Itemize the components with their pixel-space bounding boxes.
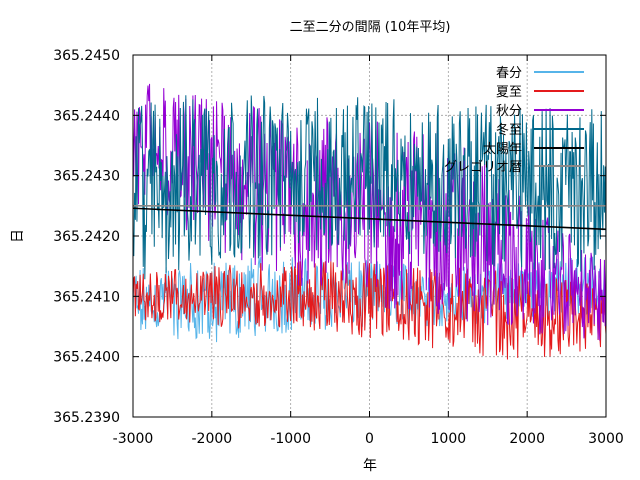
y-tick-label: 365.2390 [53,410,120,426]
series-line-1 [132,260,607,360]
y-tick-labels: 365.2390 365.2400 365.2410 365.2420 365.2430… [53,48,120,426]
y-tick-label: 365.2400 [53,350,120,366]
x-axis-label: 年 [363,458,377,474]
x-tick-labels: -3000 -2000 -1000 0 1000 2000 3000 [113,431,624,447]
y-tick-label: 365.2430 [53,169,120,185]
series-lines [132,205,607,231]
x-tick-label: -2000 [191,431,232,447]
legend-label: 太陽年 [483,142,522,157]
series-line-4 [132,207,607,231]
chart-title: 二至二分の間隔 (10年平均) [290,20,451,35]
legend-label: 春分 [496,66,522,81]
y-tick-label: 365.2410 [53,289,120,305]
y-axis-label: 日 [10,229,26,243]
legend-label: 秋分 [496,104,522,119]
x-tick-label: 0 [365,431,374,447]
axis-ticks [132,54,607,418]
y-tick-label: 365.2450 [53,48,120,64]
series-line-2 [132,83,607,341]
series-line-3 [132,95,607,280]
x-tick-label: 2000 [509,431,545,447]
x-tick-label: 1000 [431,431,467,447]
legend-label: 冬至 [496,122,522,138]
x-tick-label: 3000 [588,431,624,447]
x-tick-label: -3000 [113,431,154,447]
y-tick-label: 365.2440 [53,108,120,124]
series-bands [132,83,607,360]
legend-label: 夏至 [496,85,522,100]
x-tick-label: -1000 [270,431,311,447]
legend-label: グレゴリオ暦 [444,159,522,175]
y-tick-label: 365.2420 [53,229,120,245]
